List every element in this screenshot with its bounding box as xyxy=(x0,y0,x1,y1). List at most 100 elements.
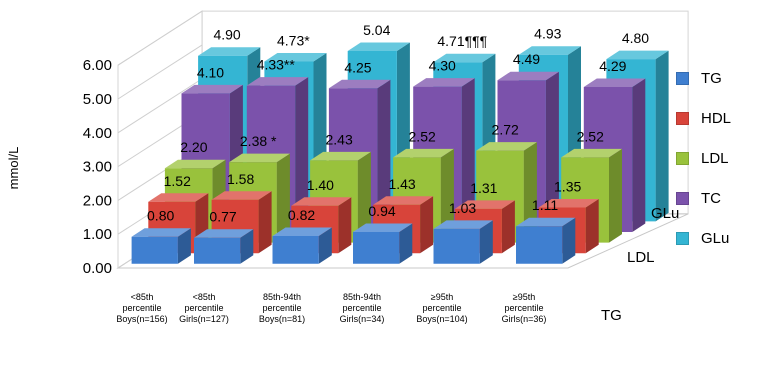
bar-side xyxy=(357,151,371,243)
legend-item-tc: TC xyxy=(676,178,762,218)
bar-value-label: 0.77 xyxy=(209,209,236,225)
y-tick-label: 3.00 xyxy=(83,159,112,176)
bar-side xyxy=(655,50,669,222)
bar-side xyxy=(377,79,391,232)
bar-top xyxy=(497,71,559,81)
y-gridline xyxy=(117,44,203,100)
bar-top xyxy=(433,220,493,229)
bar-tg xyxy=(433,220,493,264)
bar-value-label: 2.72 xyxy=(492,122,519,138)
legend-label: HDL xyxy=(701,109,732,127)
bar-top xyxy=(264,53,327,62)
bar-value-label: 4.71¶¶¶ xyxy=(437,33,487,49)
bar-side xyxy=(276,153,290,243)
bar-top xyxy=(413,78,475,87)
bar-top xyxy=(164,159,226,169)
y-tick-label: 4.00 xyxy=(83,125,112,142)
bar-top xyxy=(148,193,209,202)
legend-swatch xyxy=(676,151,689,165)
bar-top xyxy=(393,148,454,158)
bar-value-label: 1.52 xyxy=(164,173,191,189)
bar-top xyxy=(538,199,599,208)
bar-front xyxy=(131,236,178,264)
bar-value-label: 1.40 xyxy=(307,177,334,193)
bar-top xyxy=(194,229,254,238)
legend-swatch xyxy=(676,111,689,125)
bar-value-label: 2.52 xyxy=(577,128,604,144)
bar-value-label: 4.29 xyxy=(599,58,626,74)
bar-side xyxy=(420,196,434,254)
bar-top xyxy=(353,223,413,232)
bar-value-label: 0.80 xyxy=(147,208,174,224)
bar-value-label: 2.20 xyxy=(180,139,207,155)
bar-side xyxy=(479,220,493,264)
bar-tg xyxy=(353,223,413,264)
bar-front xyxy=(516,226,563,264)
x-tick-label: 85th-94th percentile Boys(n=81) xyxy=(259,292,305,324)
bar-top xyxy=(246,77,309,86)
bar-side xyxy=(461,78,475,232)
legend-item-tg: TG xyxy=(676,58,762,98)
bar-tg xyxy=(516,217,576,264)
y-tick-label: 5.00 xyxy=(83,91,112,108)
bar-value-label: 4.10 xyxy=(197,64,224,80)
bar-top xyxy=(583,78,646,87)
bar-side xyxy=(585,199,599,254)
bar-value-label: 4.80 xyxy=(622,30,649,46)
legend-item-hdl: HDL xyxy=(676,98,762,138)
bar-side xyxy=(240,229,254,264)
bar-top xyxy=(518,46,581,55)
y-tick-label: 0.00 xyxy=(83,260,112,277)
bar-value-label: 1.58 xyxy=(227,171,254,187)
bar-side xyxy=(399,223,413,264)
bar-top xyxy=(328,79,391,89)
bar-top xyxy=(131,228,191,237)
bar-value-label: 1.11 xyxy=(532,197,558,213)
bar-top xyxy=(310,151,371,161)
bar-value-label: 4.25 xyxy=(344,59,371,75)
depth-axis-label: LDL xyxy=(627,249,655,266)
bar-front xyxy=(194,237,241,264)
bar-tg xyxy=(272,227,332,264)
bar-side xyxy=(501,200,515,254)
bar-top xyxy=(561,148,622,158)
bar-side xyxy=(609,148,622,243)
bar-top xyxy=(606,50,669,60)
bar-top xyxy=(516,217,576,227)
bar-value-label: 1.43 xyxy=(388,176,415,192)
bar-top xyxy=(198,47,261,56)
depth-axis-label: TG xyxy=(601,307,622,324)
bar-value-label: 4.30 xyxy=(429,58,456,74)
legend-item-glu: GLu xyxy=(676,218,762,258)
bar-side xyxy=(338,197,352,254)
y-gridline xyxy=(117,78,203,134)
bar-side xyxy=(177,228,191,264)
y-tick-label: 1.00 xyxy=(83,226,112,243)
bar-side xyxy=(523,142,537,243)
bar-value-label: 0.82 xyxy=(288,207,315,223)
bar-value-label: 5.04 xyxy=(363,22,390,38)
chart-legend: TG HDL LDL TC GLu xyxy=(676,58,762,258)
bar-value-label: 0.94 xyxy=(368,203,395,219)
bar-top xyxy=(291,197,352,206)
legend-swatch xyxy=(676,231,689,245)
legend-label: TC xyxy=(701,189,721,207)
bar-value-label: 1.31 xyxy=(470,180,497,196)
depth-axis-label: GLu xyxy=(651,205,679,222)
legend-label: LDL xyxy=(701,149,729,167)
bar-side xyxy=(258,191,272,254)
bar-value-label: 4.93 xyxy=(534,26,561,42)
bar-side xyxy=(295,77,309,232)
legend-label: TG xyxy=(701,69,722,87)
bar-value-label: 4.73* xyxy=(277,32,310,48)
y-tick-label: 6.00 xyxy=(83,57,112,74)
x-tick-label: <85th percentile Girls(n=127) xyxy=(179,292,229,324)
bar-side xyxy=(545,71,559,232)
bar-top xyxy=(229,153,290,163)
bar-top xyxy=(272,227,332,236)
legend-label: GLu xyxy=(701,229,730,247)
bar-side xyxy=(440,148,454,243)
bar-front xyxy=(272,236,319,264)
x-tick-label: ≥95th percentile Boys(n=104) xyxy=(416,292,467,324)
